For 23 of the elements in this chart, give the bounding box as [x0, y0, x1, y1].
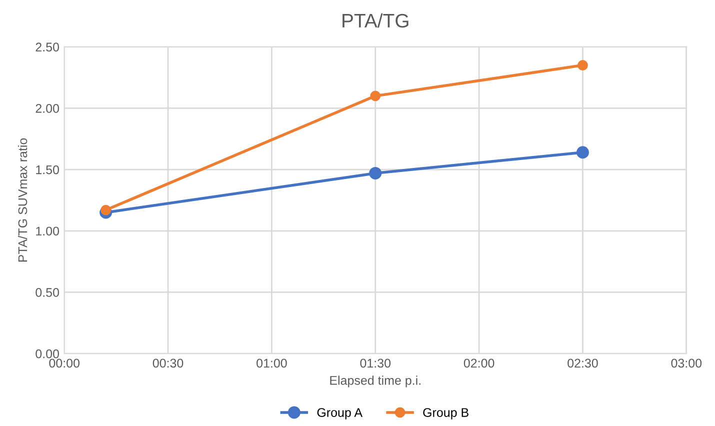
- y-tick-label: 1.00: [36, 226, 59, 236]
- x-tick-label: 02:30: [568, 358, 598, 368]
- chart-title: PTA/TG: [342, 13, 408, 28]
- x-tick-label: 03:00: [671, 358, 702, 368]
- y-tick-label: 0.50: [36, 288, 59, 297]
- x-axis-title: Elapsed time p.i.: [330, 376, 420, 388]
- x-tick-label: 01:30: [360, 358, 391, 368]
- point: [576, 146, 589, 159]
- y-tick-label: 2.00: [36, 104, 59, 113]
- point: [369, 166, 382, 180]
- legend-label: Group A: [317, 408, 363, 420]
- y-tick-label: 2.50: [36, 42, 59, 52]
- legend-label: Group B: [423, 408, 468, 420]
- point: [370, 90, 381, 102]
- point: [100, 204, 112, 216]
- x-tick-label: 00:00: [49, 358, 80, 368]
- y-tick-label: 0.00: [36, 349, 59, 358]
- x-tick-label: 02:00: [464, 358, 494, 368]
- x-tick-label: 01:00: [256, 358, 287, 368]
- point: [578, 60, 588, 70]
- y-tick-label: 1.50: [36, 165, 59, 174]
- x-tick-label: 00:30: [152, 358, 184, 368]
- y-axis-title: PTA/TG SUVmax ratio: [18, 138, 28, 262]
